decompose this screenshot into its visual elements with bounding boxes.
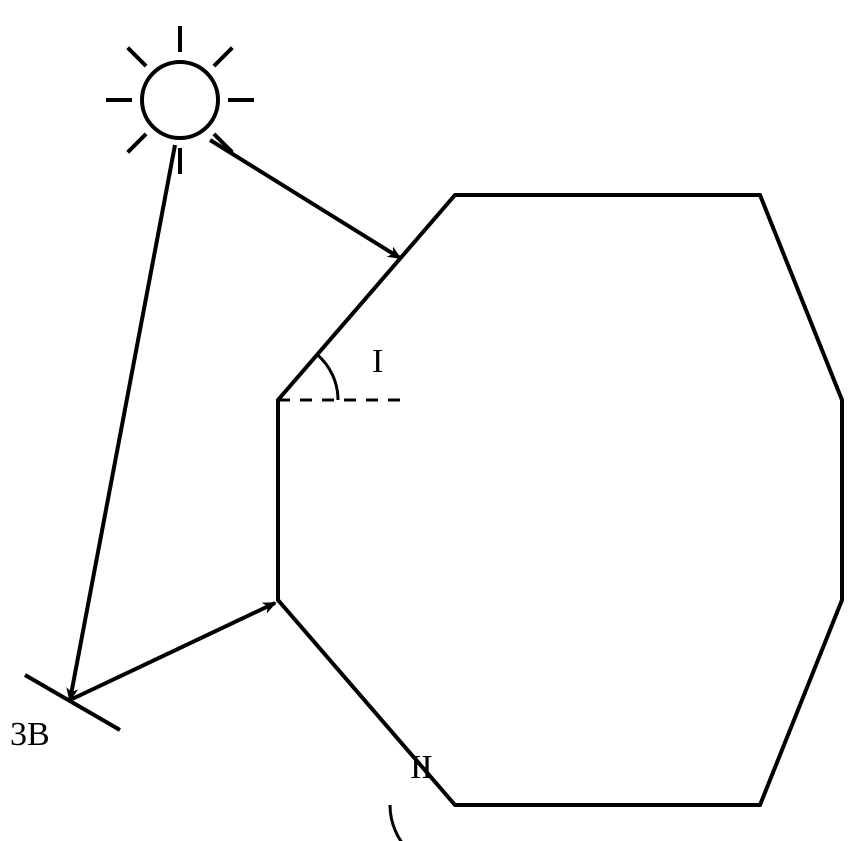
ray-arrow-reflected (70, 603, 275, 700)
sun-circle (142, 62, 218, 138)
ray-arrow-to-top-edge (210, 140, 400, 258)
angle-label-ii: II (410, 749, 433, 786)
ray-arrow-to-mirror (70, 145, 175, 700)
octagon-shape (278, 195, 842, 805)
angle-arc-ii (390, 805, 412, 841)
sun-ray (128, 134, 146, 152)
sun-ray (128, 48, 146, 66)
mirror-label: 3B (10, 716, 50, 753)
diagram-canvas: I II 3B (0, 0, 859, 841)
angle-label-i: I (372, 343, 383, 380)
sun-ray (214, 48, 232, 66)
angle-arc-i (317, 355, 338, 400)
